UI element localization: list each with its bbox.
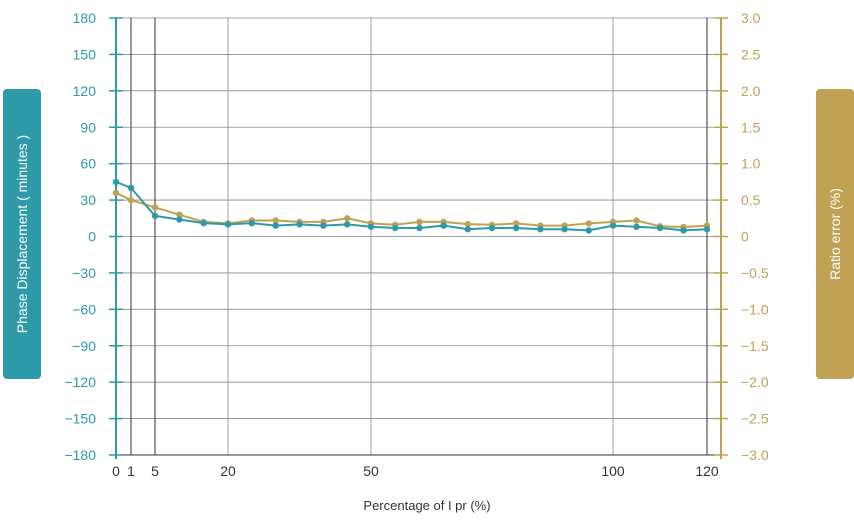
tick-labels: 1801501209060300−30−60−90−120−150−1803.0… (64, 10, 768, 479)
data-point-left (272, 222, 279, 229)
y-axis-right-label: Ratio error (%) (816, 89, 854, 379)
series-line-left (115, 180, 708, 232)
y-axis-left-label: Phase Displacement ( minutes ) (3, 89, 41, 379)
data-point-left (416, 224, 423, 232)
y-left-tick-label: 0 (88, 229, 96, 245)
x-tick-label: 0 (112, 463, 120, 479)
y-left-tick-label: 30 (80, 192, 96, 208)
y-right-tick-label: −1.0 (741, 301, 769, 317)
data-point-left (176, 216, 183, 223)
data-point-left (320, 222, 327, 229)
y-left-tick-label: −30 (72, 265, 96, 281)
y-right-tick-label: 0 (741, 229, 749, 245)
data-point-left (343, 221, 351, 228)
data-point-right (176, 211, 183, 218)
x-axis-label: Percentage of I pr (%) (363, 498, 491, 513)
data-point-left (680, 227, 687, 234)
data-point-left (609, 222, 617, 229)
data-point-left (392, 224, 399, 232)
y-left-tick-label: 150 (73, 46, 97, 62)
data-point-right (416, 218, 423, 226)
y-right-tick-label: 1.0 (741, 156, 761, 172)
data-point-left (248, 219, 256, 227)
y-left-tick-label: −60 (72, 301, 96, 317)
x-tick-label: 5 (151, 463, 159, 479)
y-right-tick-label: 2.0 (741, 83, 761, 99)
y-left-tick-label: 180 (73, 10, 97, 26)
data-point-left (488, 224, 496, 232)
data-point-left (656, 224, 664, 232)
x-tick-label: 50 (363, 463, 379, 479)
y-right-tick-label: −2.5 (741, 411, 769, 427)
data-point-right (272, 217, 279, 224)
x-tick-label: 100 (601, 463, 625, 479)
y-left-tick-label: 120 (73, 83, 97, 99)
data-point-left (112, 178, 120, 186)
y-right-tick-label: 1.5 (741, 119, 761, 135)
data-point-right (151, 204, 159, 211)
y-right-tick-label: 3.0 (741, 10, 761, 26)
data-point-left (703, 226, 711, 233)
data-point-left (464, 226, 471, 233)
data-point-right (127, 196, 135, 204)
y-right-tick-label: 0.5 (741, 192, 761, 208)
data-point-right (585, 220, 592, 227)
data-point-left (127, 184, 135, 192)
grid-lines (116, 17, 721, 456)
y-right-tick-label: −0.5 (741, 265, 769, 281)
y-left-tick-label: −90 (72, 338, 96, 354)
data-point-right (464, 220, 471, 228)
data-point-left (151, 212, 159, 220)
data-point-left (200, 219, 207, 227)
data-point-left (513, 224, 520, 232)
y-left-tick-label: −120 (64, 374, 96, 390)
x-tick-label: 1 (127, 463, 135, 479)
series-line-right (115, 191, 708, 229)
data-point-left (367, 223, 375, 230)
data-point-right (343, 215, 351, 222)
data-point-left (296, 221, 303, 228)
y-left-tick-label: 60 (80, 156, 96, 172)
x-tick-label: 20 (220, 463, 236, 479)
y-left-tick-label: 90 (80, 119, 96, 135)
x-tick-label: 120 (695, 463, 719, 479)
data-point-left (561, 226, 568, 233)
y-right-tick-label: −1.5 (741, 338, 769, 354)
y-left-tick-label: −180 (64, 447, 96, 463)
y-right-tick-label: 2.5 (741, 46, 761, 62)
data-point-left (585, 227, 592, 234)
data-point-left (633, 223, 640, 230)
data-point-left (537, 226, 544, 233)
axes (109, 17, 728, 459)
y-left-tick-label: −150 (64, 411, 96, 427)
data-point-right (112, 189, 120, 196)
y-right-tick-label: −2.0 (741, 374, 769, 390)
data-point-left (224, 221, 232, 228)
data-point-right (513, 220, 520, 227)
data-point-right (633, 217, 640, 224)
data-point-left (440, 222, 447, 229)
y-right-tick-label: −3.0 (741, 447, 769, 463)
series-group (112, 178, 711, 234)
